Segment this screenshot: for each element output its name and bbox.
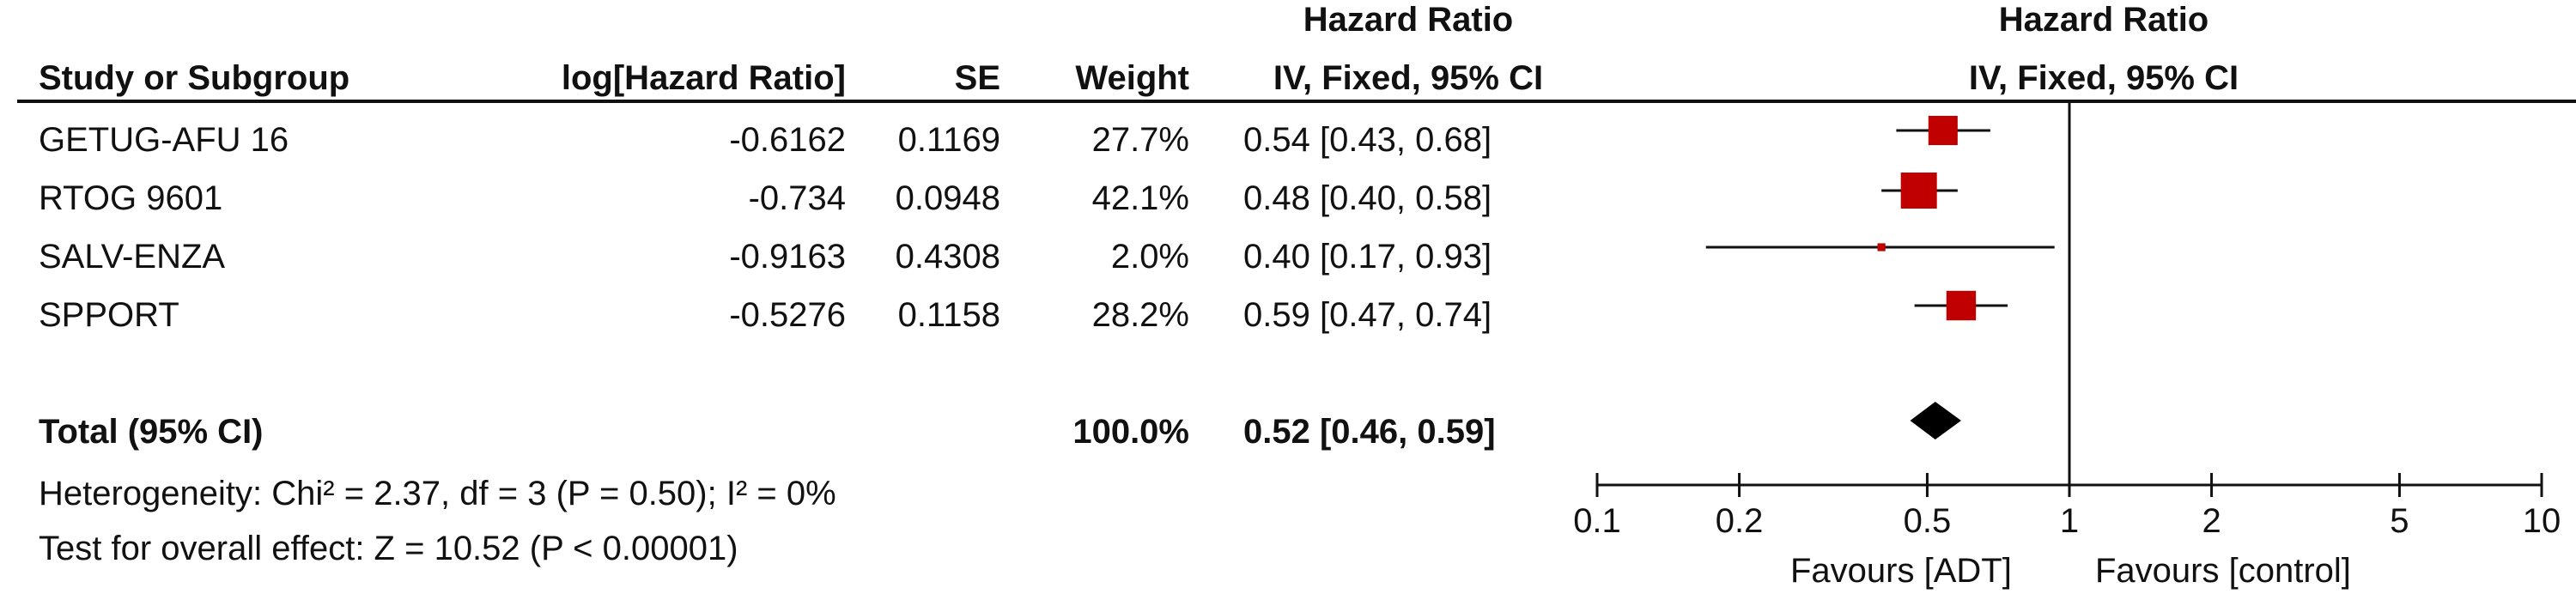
- study-loghr: -0.6162: [729, 121, 846, 159]
- plot-header-title: Hazard Ratio: [1998, 1, 2209, 39]
- heterogeneity-text: Heterogeneity: Chi² = 2.37, df = 3 (P = …: [39, 475, 836, 512]
- study-ci: 0.40 [0.17, 0.93]: [1243, 238, 1492, 276]
- study-ci: 0.48 [0.40, 0.58]: [1243, 179, 1492, 217]
- study-name: RTOG 9601: [39, 179, 223, 217]
- study-loghr: -0.734: [748, 179, 846, 217]
- study-weight: 42.1%: [1091, 179, 1189, 217]
- tick-label: 0.5: [1904, 502, 1952, 540]
- study-weight: 2.0%: [1110, 238, 1189, 276]
- col-header-weight: Weight: [1075, 59, 1189, 97]
- study-name: SALV-ENZA: [39, 238, 226, 276]
- study-marker: [1877, 243, 1886, 252]
- plot-header-subtitle: IV, Fixed, 95% CI: [1968, 59, 2239, 97]
- study-se: 0.0948: [895, 179, 1000, 217]
- study-marker: [1946, 290, 1977, 321]
- favours-left-label: Favours [ADT]: [1790, 552, 2012, 590]
- study-weight: 27.7%: [1091, 121, 1189, 159]
- header-rule: [17, 100, 2576, 103]
- study-se: 0.4308: [895, 238, 1000, 276]
- total-weight: 100.0%: [1072, 413, 1189, 451]
- study-name: SPPORT: [39, 296, 179, 334]
- study-se: 0.1169: [897, 121, 1000, 159]
- study-weight: 28.2%: [1091, 296, 1189, 334]
- tick-label: 2: [2202, 502, 2221, 540]
- col-header-study: Study or Subgroup: [39, 59, 350, 97]
- favours-right-label: Favours [control]: [2095, 552, 2351, 590]
- study-ci: 0.54 [0.43, 0.68]: [1243, 121, 1492, 159]
- study-loghr: -0.9163: [729, 238, 846, 276]
- pooled-diamond: [1910, 402, 1961, 439]
- hr-group-header: Hazard Ratio: [1303, 1, 1514, 39]
- total-ci: 0.52 [0.46, 0.59]: [1243, 413, 1496, 451]
- tick-label: 0.2: [1716, 502, 1764, 540]
- study-marker: [1900, 173, 1937, 209]
- col-header-se: SE: [954, 59, 1000, 97]
- total-label: Total (95% CI): [39, 413, 264, 451]
- study-name: GETUG-AFU 16: [39, 121, 289, 159]
- tick-label: 5: [2390, 502, 2409, 540]
- tick-label: 0.1: [1573, 502, 1621, 540]
- col-header-loghr: log[Hazard Ratio]: [561, 59, 846, 97]
- study-loghr: -0.5276: [729, 296, 846, 334]
- overall-effect-text: Test for overall effect: Z = 10.52 (P < …: [39, 530, 738, 567]
- study-se: 0.1158: [897, 296, 1000, 334]
- study-ci: 0.59 [0.47, 0.74]: [1243, 296, 1492, 334]
- tick-label: 1: [2060, 502, 2079, 540]
- study-marker: [1928, 115, 1958, 146]
- col-header-ci: IV, Fixed, 95% CI: [1273, 59, 1544, 97]
- tick-label: 10: [2523, 502, 2561, 540]
